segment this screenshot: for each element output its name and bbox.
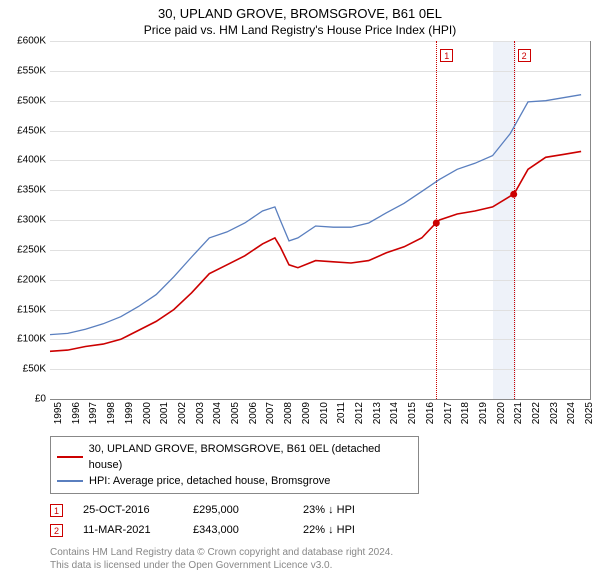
sale-row: 2 11-MAR-2021 £343,000 22% ↓ HPI: [50, 520, 600, 540]
legend-label-price-paid: 30, UPLAND GROVE, BROMSGROVE, B61 0EL (d…: [89, 441, 412, 473]
x-tick-label: 2010: [319, 402, 330, 424]
sale-date: 25-OCT-2016: [83, 504, 173, 516]
x-tick-label: 2007: [265, 402, 276, 424]
x-tick-label: 1996: [71, 402, 82, 424]
x-tick-label: 2015: [407, 402, 418, 424]
y-tick-label: £200K: [17, 274, 46, 285]
sale-dot: [510, 191, 517, 198]
x-tick-label: 2025: [584, 402, 595, 424]
x-tick-label: 2024: [566, 402, 577, 424]
legend: 30, UPLAND GROVE, BROMSGROVE, B61 0EL (d…: [50, 436, 419, 494]
y-tick-label: £0: [35, 394, 46, 405]
x-tick-label: 1999: [124, 402, 135, 424]
y-tick-label: £550K: [17, 65, 46, 76]
series-price_paid: [50, 151, 581, 351]
sale-price: £343,000: [193, 524, 283, 536]
x-tick-label: 2002: [177, 402, 188, 424]
y-tick-label: £450K: [17, 125, 46, 136]
x-tick-label: 2017: [443, 402, 454, 424]
x-tick-label: 2008: [283, 402, 294, 424]
x-tick-label: 2023: [549, 402, 560, 424]
series-hpi: [50, 95, 581, 335]
y-tick-label: £100K: [17, 334, 46, 345]
y-tick-label: £600K: [17, 36, 46, 47]
x-tick-label: 2012: [354, 402, 365, 424]
x-tick-label: 2016: [425, 402, 436, 424]
chart-subtitle: Price paid vs. HM Land Registry's House …: [0, 23, 600, 37]
chart-title: 30, UPLAND GROVE, BROMSGROVE, B61 0EL: [0, 6, 600, 21]
sale-diff: 23% ↓ HPI: [303, 504, 393, 516]
legend-label-hpi: HPI: Average price, detached house, Brom…: [89, 473, 330, 489]
x-tick-label: 2003: [195, 402, 206, 424]
x-tick-label: 2014: [389, 402, 400, 424]
y-tick-label: £300K: [17, 215, 46, 226]
sales-list: 1 25-OCT-2016 £295,000 23% ↓ HPI 2 11-MA…: [50, 500, 600, 540]
x-tick-label: 2001: [159, 402, 170, 424]
sale-dot: [433, 220, 440, 227]
x-tick-label: 1995: [53, 402, 64, 424]
legend-swatch-hpi: [57, 480, 83, 482]
sale-marker-icon: 1: [50, 504, 63, 517]
x-tick-label: 2018: [460, 402, 471, 424]
x-tick-label: 2006: [248, 402, 259, 424]
y-tick-label: £500K: [17, 95, 46, 106]
y-tick-label: £250K: [17, 244, 46, 255]
chart-plot-area: £0£50K£100K£150K£200K£250K£300K£350K£400…: [50, 41, 591, 400]
x-tick-label: 1998: [106, 402, 117, 424]
sale-diff: 22% ↓ HPI: [303, 524, 393, 536]
y-tick-label: £400K: [17, 155, 46, 166]
x-tick-label: 2021: [513, 402, 524, 424]
footnote: Contains HM Land Registry data © Crown c…: [50, 546, 600, 572]
x-tick-label: 2020: [496, 402, 507, 424]
x-tick-label: 2009: [301, 402, 312, 424]
x-tick-label: 2000: [142, 402, 153, 424]
sale-date: 11-MAR-2021: [83, 524, 173, 536]
legend-swatch-price-paid: [57, 456, 83, 458]
x-tick-label: 2019: [478, 402, 489, 424]
x-tick-label: 2005: [230, 402, 241, 424]
y-tick-label: £150K: [17, 304, 46, 315]
y-tick-label: £350K: [17, 185, 46, 196]
sale-marker-icon: 2: [50, 524, 63, 537]
y-tick-label: £50K: [23, 364, 46, 375]
x-tick-label: 2013: [372, 402, 383, 424]
x-tick-label: 2004: [212, 402, 223, 424]
x-tick-label: 1997: [88, 402, 99, 424]
x-axis-labels: 1995 1996 1997 1998 1999 2000 2001 2002 2003 2004…: [50, 400, 590, 434]
x-tick-label: 2022: [531, 402, 542, 424]
sale-price: £295,000: [193, 504, 283, 516]
x-tick-label: 2011: [336, 402, 347, 424]
sale-row: 1 25-OCT-2016 £295,000 23% ↓ HPI: [50, 500, 600, 520]
